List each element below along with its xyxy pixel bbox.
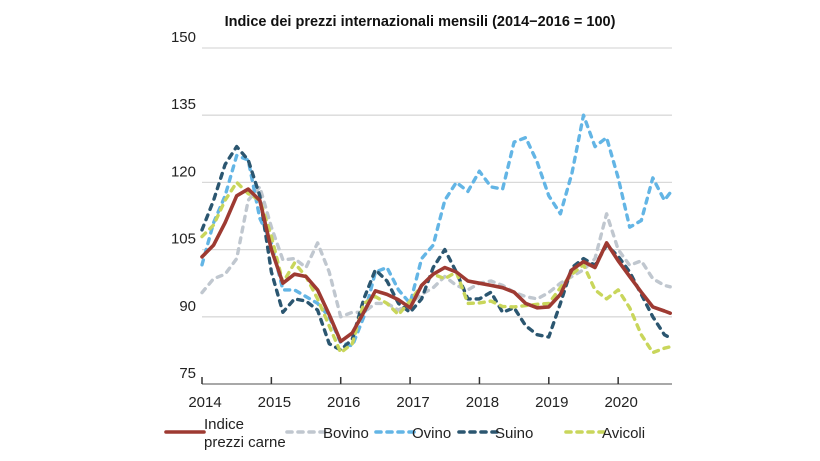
y-axis-ticks: 75 90 105 120 135 150 [171,29,196,382]
legend-label-bovino: Bovino [323,425,369,442]
x-tick-label: 2020 [604,394,637,411]
legend-label-indice-line1: Indice [204,416,244,433]
series-line-suino [200,144,672,352]
gridlines [202,47,672,318]
chart-title: Indice dei prezzi internazionali mensili… [224,14,616,30]
legend-label-avicoli: Avicoli [602,425,645,442]
y-tick-label: 150 [171,29,196,46]
legend-label-suino: Suino [495,425,533,442]
x-tick-label: 2016 [327,394,360,411]
x-tick-label: 2018 [466,394,499,411]
x-tick-label: 2014 [188,394,221,411]
series-line-ovino [200,113,672,348]
y-tick-label: 75 [179,365,196,382]
series-line-bovino [200,185,672,319]
legend-label-indice-line2: prezzi carne [204,434,286,451]
y-tick-label: 120 [171,163,196,180]
x-axis-ticks: 2014 2015 2016 2017 2018 2019 2020 [188,377,638,411]
series-line-indice-prezzi-carne [200,187,672,344]
series-line-avicoli [200,180,672,355]
x-tick-label: 2015 [258,394,291,411]
y-tick-label: 135 [171,96,196,113]
legend-label-ovino: Ovino [412,425,451,442]
x-tick-label: 2017 [396,394,429,411]
series-lines [200,113,672,355]
y-tick-label: 105 [171,231,196,248]
y-tick-label: 90 [179,298,196,315]
x-tick-label: 2019 [535,394,568,411]
